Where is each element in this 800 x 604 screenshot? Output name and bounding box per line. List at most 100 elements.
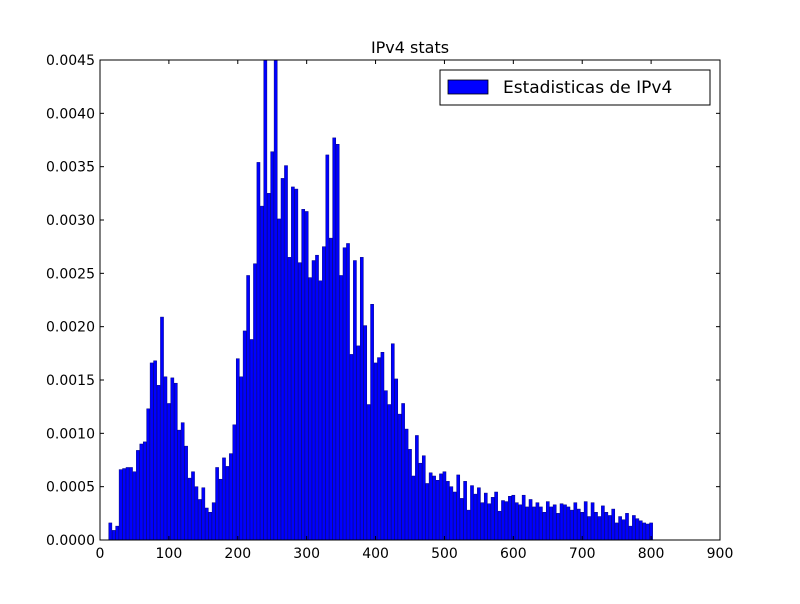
histogram-bar [411, 475, 416, 541]
y-tick-label: 0.0030 [46, 213, 95, 229]
legend-label: Estadisticas de IPv4 [503, 78, 672, 98]
y-tick-label: 0.0015 [46, 373, 95, 389]
histogram-bar [349, 354, 354, 541]
histogram-bar [366, 404, 371, 541]
histogram-bar [421, 455, 426, 541]
histogram-bar [301, 209, 306, 541]
histogram-bar [576, 508, 581, 541]
histogram-bar [373, 362, 378, 541]
histogram-bar [225, 466, 230, 541]
histogram-bar [428, 472, 433, 541]
histogram-bar [122, 468, 126, 541]
histogram-bar [404, 428, 409, 541]
y-tick-label: 0.0010 [46, 426, 95, 442]
y-tick-label: 0.0020 [46, 320, 95, 336]
histogram-bar [325, 154, 330, 541]
histogram-bar [204, 507, 209, 541]
histogram-bar [149, 362, 154, 541]
histogram-bar [452, 491, 457, 541]
histogram-bar [473, 493, 478, 541]
histogram-bar [397, 413, 402, 541]
histogram-bar [246, 275, 250, 541]
legend: Estadisticas de IPv4 [439, 69, 711, 106]
x-tick-label: 800 [638, 546, 665, 562]
histogram-bar [442, 471, 447, 541]
histogram-bar [401, 403, 405, 541]
histogram-bar [604, 512, 609, 541]
histogram-bar [456, 474, 461, 541]
histogram-bar [446, 481, 450, 541]
histogram-bar [284, 165, 288, 541]
histogram-bar [483, 492, 488, 541]
histogram-bar [432, 475, 436, 541]
histogram-bar [559, 503, 564, 541]
histogram-bar [528, 499, 533, 541]
histogram-bar [287, 257, 292, 541]
histogram-bar [160, 316, 164, 541]
histogram-bar [511, 494, 516, 541]
plot-frame [99, 59, 721, 541]
histogram-bar [645, 523, 650, 541]
histogram-bar [208, 512, 213, 541]
histogram-bar [563, 504, 567, 541]
histogram-bar [125, 467, 130, 541]
histogram-bar [494, 491, 498, 541]
axes-group [99, 59, 721, 541]
histogram-bar [632, 515, 636, 541]
histogram-bar [294, 188, 299, 541]
histogram-bar [139, 443, 144, 541]
histogram-bar [273, 59, 278, 541]
ticks-group: 0 100 200 300 400 500 600 700 800 900 0.0000 0.0005… [46, 53, 733, 562]
histogram-bar [583, 501, 588, 541]
y-tick-label: 0.0005 [46, 480, 95, 496]
histogram-bar [480, 502, 485, 541]
histogram-bar [425, 483, 430, 541]
histogram-bar [328, 237, 333, 541]
histogram-bar [521, 494, 526, 541]
histogram-bar [587, 516, 591, 541]
x-tick-label: 900 [707, 546, 734, 562]
histogram-bar [308, 277, 312, 541]
histogram-bar [607, 515, 612, 541]
histogram-bar [573, 502, 578, 541]
histogram-bar [497, 510, 502, 541]
histogram-bar [335, 144, 340, 541]
histogram-bar [184, 445, 188, 541]
histogram-bar [242, 330, 247, 541]
histogram-bar [415, 435, 419, 541]
histogram-bar [232, 424, 237, 541]
x-tick-label: 400 [362, 546, 389, 562]
histogram-bar [322, 246, 326, 541]
histogram-bar [132, 471, 137, 541]
x-tick-label: 600 [500, 546, 527, 562]
histogram-bar [266, 193, 271, 541]
histogram-bar [459, 498, 464, 541]
histogram-bar [501, 500, 505, 541]
y-tick-label: 0.0025 [46, 266, 95, 282]
histogram-bar [136, 450, 140, 541]
x-tick-label: 700 [569, 546, 596, 562]
histogram-bar [311, 260, 316, 541]
histogram-bar [249, 339, 254, 541]
histogram-bar [201, 487, 206, 541]
histogram-bar [625, 513, 629, 541]
histogram-bar [549, 506, 554, 541]
histogram-bar [318, 280, 323, 541]
histogram-bar [508, 496, 512, 541]
histogram-bar [339, 275, 343, 541]
histogram-bar [628, 525, 633, 541]
histogram-bar [177, 429, 182, 541]
histogram-bar [315, 254, 319, 541]
histogram-bar [539, 506, 543, 541]
histogram-bar [229, 453, 233, 541]
histogram-bar [332, 137, 337, 541]
histogram-bar [191, 471, 195, 541]
histogram-bar [514, 502, 519, 541]
legend-swatch [447, 79, 489, 95]
histogram-bar [408, 449, 412, 541]
histogram-bar [477, 487, 481, 541]
histogram-bar [590, 502, 595, 541]
histogram-bar [215, 467, 219, 541]
